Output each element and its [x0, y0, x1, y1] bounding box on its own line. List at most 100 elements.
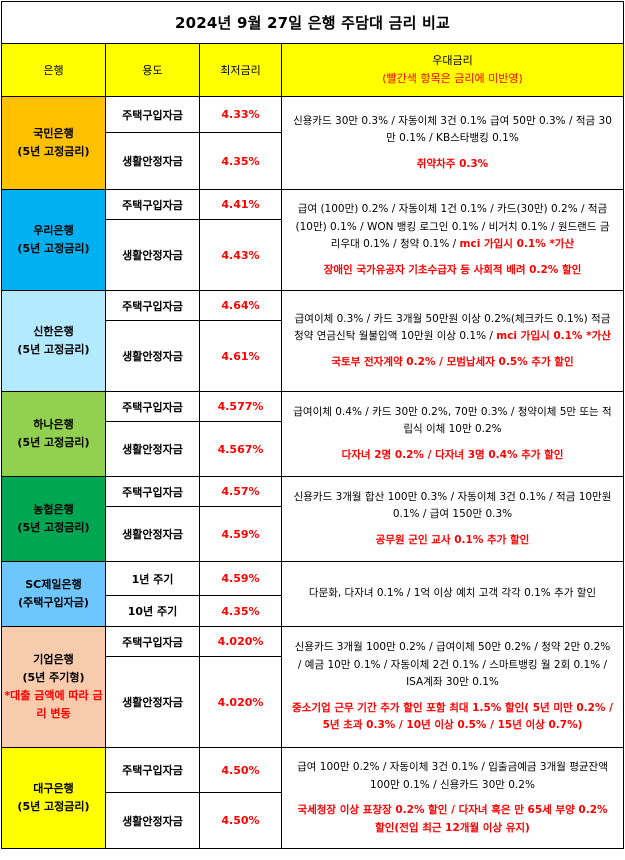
benefit-black: 급여이체 0.3% / 카드 3개월 50만원 이상 0.2%(체크카드 0.1… [294, 312, 611, 343]
benefit-cell-nh: 신용카드 3개월 합산 100만 0.3% / 자동이체 3건 0.1% / 적… [281, 476, 624, 562]
bank-cell-dgb: 대구은행 (5년 고정금리) [1, 747, 106, 849]
rate-cell: 4.020% [199, 626, 282, 657]
table-row: 신한은행 (5년 고정금리) 주택구입자금 4.64% 급여이체 0.3% / … [1, 290, 624, 392]
table-row: 생활안정자금 4.567% [2, 421, 624, 477]
table-row: 국민은행 (5년 고정금리) 주택구입자금 4.33% 신용카드 30만 0.3… [1, 96, 624, 190]
bank-cell-hana: 하나은행 (5년 고정금리) [1, 391, 106, 477]
usage-cell: 생활안정자금 [105, 320, 200, 392]
benefit-text: 신용카드 3개월 100만 0.2% / 급여이체 50만 0.2% / 청약 … [294, 641, 611, 689]
page-title: 2024년 9월 27일 은행 주담대 금리 비교 [1, 1, 624, 44]
bank-sub: (5년 고정금리) [17, 800, 90, 813]
benefit-cell-dgb: 급여 100만 0.2% / 자동이체 3건 0.1% / 입출금예금 3개월 … [281, 747, 624, 849]
benefit-extra: 다자녀 2명 0.2% / 다자녀 3명 0.4% 추가 할인 [341, 448, 564, 461]
rate-cell: 4.50% [199, 747, 282, 793]
usage-cell: 주택구입자금 [105, 189, 200, 220]
bank-sub: (5년 고정금리) [17, 242, 90, 255]
benefit-cell-kb: 신용카드 30만 0.3% / 자동이체 3건 0.1% 급여 50만 0.3%… [281, 96, 624, 190]
bank-sub: (5년 고정금리) [17, 145, 90, 158]
rate-cell: 4.64% [199, 290, 282, 321]
benefit-black: 급여 (100만) 0.2% / 자동이체 1건 0.1% / 카드(30만) … [295, 203, 610, 250]
benefit-cell-sc: 다문화, 다자녀 0.1% / 1억 이상 예치 고객 각각 0.1% 추가 할… [281, 561, 624, 627]
bank-name: SC제일은행 [25, 578, 82, 591]
usage-cell: 주택구입자금 [105, 626, 200, 657]
benefit-extra: 중소기업 근무 기간 추가 할인 포함 최대 1.5% 할인( 5년 미만 0.… [292, 701, 613, 732]
header-usage: 용도 [105, 43, 200, 97]
bank-cell-shinhan: 신한은행 (5년 고정금리) [1, 290, 106, 392]
rate-cell: 4.59% [199, 506, 282, 562]
header-benefit: 우대금리 (빨간색 항목은 금리에 미반영) [281, 43, 624, 97]
rate-cell: 4.50% [199, 792, 282, 849]
rate-cell: 4.43% [199, 219, 282, 291]
benefit-inline-red: mci 가입시 0.1% *가산 [459, 238, 575, 250]
rate-cell: 4.59% [199, 561, 282, 596]
header-benefit-label: 우대금리 [432, 54, 473, 67]
header-bank: 은행 [1, 43, 106, 97]
bank-cell-ibk: 기업은행 (5년 주기형) *대출 금액에 따라 금리 변동 [1, 626, 106, 748]
bank-note: *대출 금액에 따라 금리 변동 [4, 689, 103, 720]
rate-cell: 4.61% [199, 320, 282, 392]
benefit-inline-red: mci 가입시 0.1% *가산 [496, 330, 611, 343]
table-row: 생활안정자금 4.35% [2, 132, 624, 190]
bank-sub: (5년 주기형) [22, 671, 85, 684]
table-row: 우리은행 (5년 고정금리) 주택구입자금 4.41% 급여 (100만) 0.… [1, 189, 624, 291]
usage-cell: 생활안정자금 [105, 506, 200, 562]
table-row: 기업은행 (5년 주기형) *대출 금액에 따라 금리 변동 주택구입자금 4.… [1, 626, 624, 748]
bank-cell-nh: 농협은행 (5년 고정금리) [1, 476, 106, 562]
rate-cell: 4.020% [199, 656, 282, 748]
usage-cell: 10년 주기 [105, 595, 200, 627]
bank-cell-sc: SC제일은행 (주택구입자금) [1, 561, 106, 627]
table-row: 생활안정자금 4.43% [2, 219, 624, 291]
rate-cell: 4.35% [199, 595, 282, 627]
table-row: 생활안정자금 4.020% [2, 656, 624, 748]
bank-name: 하나은행 [33, 418, 74, 431]
table-row: 10년 주기 4.35% [2, 595, 624, 627]
benefit-text: 신용카드 30만 0.3% / 자동이체 3건 0.1% 급여 50만 0.3%… [293, 114, 612, 145]
benefit-text: 급여 100만 0.2% / 자동이체 3건 0.1% / 입출금예금 3개월 … [297, 761, 608, 791]
bank-sub: (주택구입자금) [18, 596, 89, 609]
bank-name: 신한은행 [33, 325, 74, 338]
bank-sub: (5년 고정금리) [17, 436, 90, 449]
usage-cell: 1년 주기 [105, 561, 200, 596]
benefit-cell-ibk: 신용카드 3개월 100만 0.2% / 급여이체 50만 0.2% / 청약 … [281, 626, 624, 748]
table-row: 대구은행 (5년 고정금리) 주택구입자금 4.50% 급여 100만 0.2%… [1, 747, 624, 849]
bank-name: 대구은행 [33, 782, 74, 795]
bank-name: 기업은행 [33, 653, 74, 666]
usage-cell: 주택구입자금 [105, 290, 200, 321]
usage-cell: 생활안정자금 [105, 792, 200, 849]
rate-cell: 4.577% [199, 391, 282, 422]
bank-cell-woori: 우리은행 (5년 고정금리) [1, 189, 106, 291]
rate-cell: 4.567% [199, 421, 282, 477]
bank-sub: (5년 고정금리) [17, 343, 90, 356]
benefit-text: 급여이체 0.4% / 카드 30만 0.2%, 70만 0.3% / 청약이체… [293, 405, 612, 436]
benefit-extra: 국세청장 이상 표창장 0.2% 할인 / 다자녀 혹은 만 65세 부양 0.… [297, 804, 608, 834]
benefit-cell-woori: 급여 (100만) 0.2% / 자동이체 1건 0.1% / 카드(30만) … [281, 189, 624, 291]
usage-cell: 주택구입자금 [105, 747, 200, 793]
rate-cell: 4.57% [199, 476, 282, 507]
benefit-text: 다문화, 다자녀 0.1% / 1억 이상 예치 고객 각각 0.1% 추가 할… [308, 587, 597, 600]
header-row: 은행 용도 최저금리 우대금리 (빨간색 항목은 금리에 미반영) [1, 43, 624, 97]
benefit-extra: 취약차주 0.3% [416, 157, 489, 170]
header-lowest-rate: 최저금리 [199, 43, 282, 97]
table-row: 생활안정자금 4.59% [2, 506, 624, 562]
usage-cell: 주택구입자금 [105, 96, 200, 133]
bank-name: 농협은행 [33, 503, 74, 516]
benefit-text: 급여 (100만) 0.2% / 자동이체 1건 0.1% / 카드(30만) … [292, 201, 613, 254]
benefit-extra: 장애인 국가유공자 기초수급자 등 사회적 배려 0.2% 할인 [323, 263, 582, 276]
usage-cell: 생활안정자금 [105, 132, 200, 190]
header-benefit-note: (빨간색 항목은 금리에 미반영) [382, 72, 523, 85]
usage-cell: 주택구입자금 [105, 391, 200, 422]
bank-name: 우리은행 [33, 224, 74, 237]
benefit-cell-hana: 급여이체 0.4% / 카드 30만 0.2%, 70만 0.3% / 청약이체… [281, 391, 624, 477]
benefit-text: 급여이체 0.3% / 카드 3개월 50만원 이상 0.2%(체크카드 0.1… [292, 311, 613, 346]
usage-cell: 주택구입자금 [105, 476, 200, 507]
table-row: SC제일은행 (주택구입자금) 1년 주기 4.59% 다문화, 다자녀 0.1… [1, 561, 624, 627]
rate-cell: 4.33% [199, 96, 282, 133]
bank-cell-kb: 국민은행 (5년 고정금리) [1, 96, 106, 190]
table-row: 하나은행 (5년 고정금리) 주택구입자금 4.577% 급여이체 0.4% /… [1, 391, 624, 477]
bank-name: 국민은행 [33, 127, 74, 140]
table-row: 농협은행 (5년 고정금리) 주택구입자금 4.57% 신용카드 3개월 합산 … [1, 476, 624, 562]
bank-sub: (5년 고정금리) [17, 521, 90, 534]
benefit-extra: 공무원 군인 교사 0.1% 추가 할인 [375, 533, 530, 546]
